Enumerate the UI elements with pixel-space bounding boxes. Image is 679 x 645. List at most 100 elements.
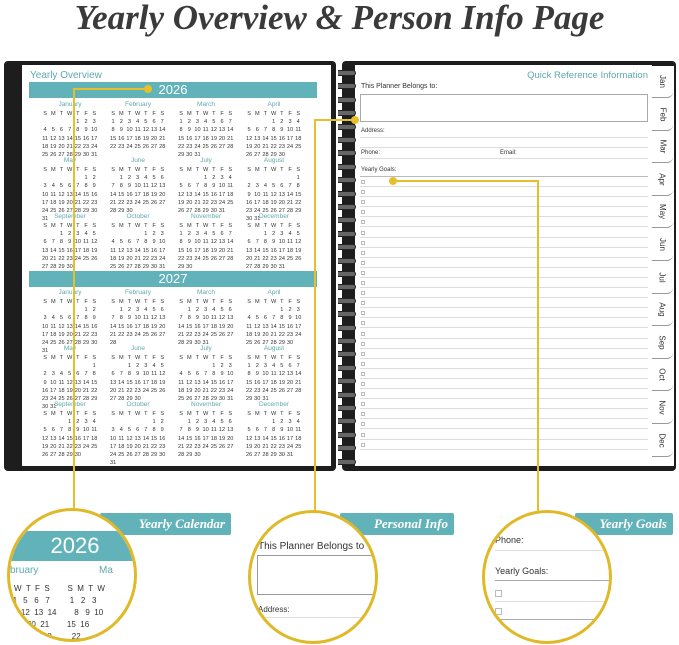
tab-feb[interactable]: Feb: [652, 99, 673, 131]
goal-checkbox[interactable]: [361, 220, 365, 225]
goal-checkbox[interactable]: [361, 371, 365, 376]
day: 7: [272, 315, 276, 322]
goal-checkbox[interactable]: [361, 331, 365, 336]
weekday-label: T: [212, 411, 216, 417]
phone-email-line[interactable]: [360, 158, 648, 159]
tab-mar[interactable]: Mar: [652, 131, 673, 164]
goal-checkbox[interactable]: [361, 412, 365, 417]
day: 30: [278, 151, 285, 158]
tab-jul[interactable]: Jul: [652, 262, 673, 294]
day: 17: [286, 435, 294, 442]
day: 4: [272, 363, 276, 370]
day: 25: [295, 443, 302, 450]
tab-apr[interactable]: Apr: [652, 164, 673, 196]
month-february-2026: February S M T W T F S 1 2 3 4 5 6 7 8 9 10 11 12 13 14 15 16 17…: [106, 101, 170, 150]
day: 5: [212, 119, 216, 126]
month-name: March: [196, 101, 216, 108]
day: 2: [187, 231, 191, 238]
goal-checkbox[interactable]: [361, 210, 365, 215]
month-name: April: [267, 289, 281, 296]
spiral-ring: [338, 431, 356, 438]
day: 14: [194, 191, 201, 198]
owner-name-box[interactable]: [360, 94, 648, 122]
day: 18: [50, 331, 57, 338]
day: 4: [51, 315, 55, 322]
blank-day: [177, 363, 185, 370]
goal-checkbox[interactable]: [361, 281, 365, 285]
day: 19: [159, 379, 166, 386]
month-name: October: [126, 213, 150, 220]
address-line-1[interactable]: [360, 137, 648, 138]
goal-checkbox[interactable]: [361, 392, 365, 397]
goal-checkbox[interactable]: [361, 341, 365, 346]
day: 28: [66, 151, 73, 158]
day: 12: [50, 135, 57, 142]
day: 13: [50, 435, 57, 442]
goal-checkbox[interactable]: [361, 382, 365, 386]
connector-dot-calendar: [144, 85, 152, 93]
address-line-2[interactable]: [360, 147, 648, 148]
weekday-label: S: [92, 411, 97, 417]
goal-checkbox[interactable]: [361, 240, 365, 245]
tab-label: May: [658, 204, 667, 220]
tab-oct[interactable]: Oct: [652, 359, 673, 392]
day: 1: [179, 231, 183, 238]
tab-jun[interactable]: Jun: [652, 229, 673, 261]
tab-sep[interactable]: Sep: [652, 327, 673, 359]
goal-checkbox[interactable]: [361, 200, 365, 205]
day: 3: [127, 119, 132, 126]
blank-day: [270, 175, 278, 182]
day: 30: [194, 451, 201, 458]
goal-checkbox[interactable]: [361, 190, 365, 195]
day: 10: [41, 323, 49, 330]
day: 16: [278, 135, 285, 142]
day: 24: [295, 331, 302, 338]
day: 13: [194, 379, 201, 386]
month-name: February: [124, 289, 151, 296]
goal-checkbox[interactable]: [361, 432, 365, 437]
day: 20: [66, 199, 73, 206]
day: 11: [210, 427, 217, 434]
day: 24: [202, 443, 209, 450]
connector-dot-personal: [351, 116, 359, 124]
month-july-2027: July S M T W T F S 1 2 3 4 5 6 7 8 9 10 11 12 13 14 15 16 17 18 19…: [174, 345, 238, 403]
day: 30: [91, 207, 98, 214]
goal-checkbox[interactable]: [361, 351, 365, 356]
day: 11: [91, 427, 98, 434]
tab-aug[interactable]: Aug: [652, 294, 673, 327]
day: 2: [152, 231, 156, 238]
goal-checkbox[interactable]: [361, 442, 365, 447]
day: 20: [254, 143, 261, 150]
day: 15: [66, 435, 73, 442]
day: 24: [278, 255, 285, 262]
month-march-2027: March S M T W T F S 1 2 3 4 5 6 7 8 9 10 11 12 13 14 15 16 17 18 1…: [174, 289, 238, 347]
day: 30: [286, 339, 294, 346]
goal-checkbox[interactable]: [361, 311, 365, 316]
weekday-label: M: [254, 223, 260, 229]
tab-jan[interactable]: Jan: [652, 66, 673, 98]
goal-checkbox[interactable]: [361, 402, 365, 407]
goal-checkbox[interactable]: [361, 301, 365, 306]
tab-dec[interactable]: Dec: [652, 425, 673, 457]
tab-may[interactable]: May: [652, 196, 673, 229]
goal-checkbox[interactable]: [361, 291, 365, 296]
goal-checkbox[interactable]: [361, 260, 365, 265]
day: 21: [262, 443, 269, 450]
weekday-label: W: [203, 299, 209, 305]
blank-day: [185, 175, 193, 182]
day: 10: [295, 315, 302, 322]
goal-checkbox[interactable]: [361, 361, 365, 366]
goal-checkbox[interactable]: [361, 230, 365, 235]
day: 29: [91, 395, 98, 402]
goal-checkbox[interactable]: [361, 270, 365, 275]
goal-checkbox[interactable]: [361, 321, 365, 326]
goal-checkbox[interactable]: [361, 180, 365, 184]
goal-checkbox[interactable]: [361, 422, 365, 427]
zoom-weekdays: W T F S S M T W: [14, 584, 105, 593]
day: 31: [50, 404, 57, 411]
goal-checkbox[interactable]: [361, 250, 365, 255]
day: 10: [142, 371, 149, 378]
tab-nov[interactable]: Nov: [652, 392, 673, 424]
month-name: September: [54, 401, 86, 408]
day: 3: [296, 307, 300, 314]
